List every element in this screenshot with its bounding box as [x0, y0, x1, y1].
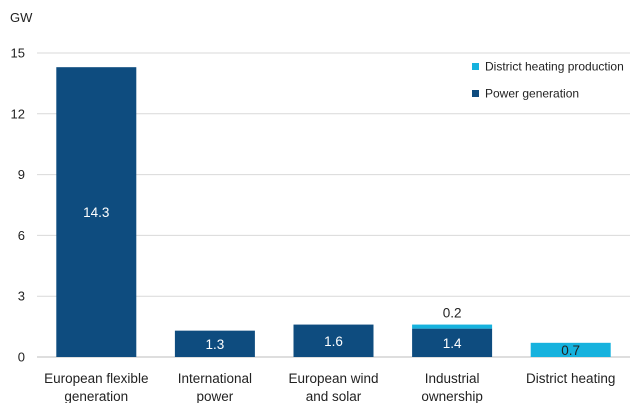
data-label: 1.3	[206, 337, 225, 352]
category-label: and solar	[306, 389, 362, 403]
bars	[56, 67, 611, 357]
legend-label: Power generation	[485, 87, 579, 101]
bar-power-generation	[412, 328, 493, 357]
data-label: 14.3	[83, 205, 109, 220]
category-label: Industrial	[425, 371, 480, 386]
category-label: European wind	[288, 371, 378, 386]
category-label: ownership	[421, 389, 483, 403]
bar-district-heating-production	[412, 324, 493, 329]
category-label: District heating	[526, 371, 615, 386]
legend-swatch	[472, 63, 479, 70]
y-axis-ticks: 0 3 6 9 12 15	[11, 46, 25, 365]
bar-district-heating-production	[530, 342, 611, 357]
y-unit-label: GW	[10, 10, 33, 25]
bar-power-generation	[293, 324, 374, 357]
data-labels: 14.3 1.3 1.6 1.4 0.2 0.7	[83, 205, 580, 358]
legend-label: District heating production	[485, 60, 624, 74]
data-label: 1.4	[443, 336, 462, 351]
legend: District heating production Power generat…	[472, 60, 624, 101]
y-tick-label: 12	[11, 106, 25, 121]
data-label: 0.2	[443, 306, 462, 321]
bar-power-generation	[174, 330, 255, 357]
category-label: generation	[64, 389, 128, 403]
x-axis-categories: European flexible generation International…	[44, 371, 615, 403]
y-tick-label: 3	[18, 289, 25, 304]
y-tick-label: 15	[11, 46, 25, 61]
legend-swatch	[472, 90, 479, 97]
category-label: power	[197, 389, 234, 403]
data-label: 0.7	[561, 343, 580, 358]
y-tick-label: 9	[18, 167, 25, 182]
data-label: 1.6	[324, 334, 343, 349]
category-label: International	[178, 371, 252, 386]
bar-power-generation	[56, 67, 137, 357]
y-tick-label: 6	[18, 228, 25, 243]
category-label: European flexible	[44, 371, 148, 386]
y-tick-label: 0	[18, 350, 25, 365]
